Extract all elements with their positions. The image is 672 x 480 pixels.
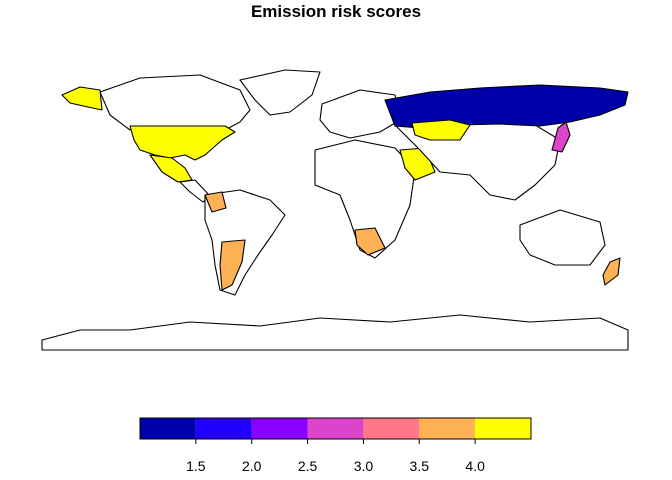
legend-swatch — [419, 418, 476, 439]
region-south-africa — [354, 227, 386, 256]
legend-swatch — [475, 418, 531, 439]
legend-tick-label: 2.5 — [298, 458, 318, 474]
legend-border — [139, 417, 532, 440]
chart-title: Emission risk scores — [250, 2, 422, 21]
region-japan — [551, 121, 571, 153]
region-kazakhstan — [411, 119, 471, 141]
legend-swatch — [363, 418, 420, 439]
legend-swatch — [251, 418, 308, 439]
region-europe — [319, 89, 401, 139]
region-russia — [384, 84, 629, 129]
region-united-states — [129, 125, 236, 161]
legend-tick-label: 2.0 — [242, 458, 262, 474]
region-mexico — [149, 154, 193, 183]
region-colombia — [204, 191, 227, 213]
region-africa — [314, 139, 416, 259]
region-greenland — [239, 69, 321, 116]
legend-tick-label: 3.5 — [410, 458, 430, 474]
region-australia — [519, 209, 606, 266]
legend-swatch — [195, 418, 252, 439]
region-alaska — [61, 86, 103, 111]
region-north-america — [99, 74, 251, 131]
region-new-zealand — [602, 257, 621, 286]
legend-tick-label: 4.0 — [465, 458, 485, 474]
world-map — [41, 69, 629, 351]
legend-color-bar — [139, 417, 532, 440]
legend-swatch — [307, 418, 364, 439]
region-antarctica — [41, 314, 629, 351]
legend-tick-label: 1.5 — [186, 458, 206, 474]
legend-ticks: 1.5 2.0 2.5 3.0 3.5 4.0 — [186, 439, 485, 474]
legend-swatch — [140, 418, 196, 439]
legend-tick-label: 3.0 — [354, 458, 374, 474]
region-argentina — [219, 239, 246, 291]
